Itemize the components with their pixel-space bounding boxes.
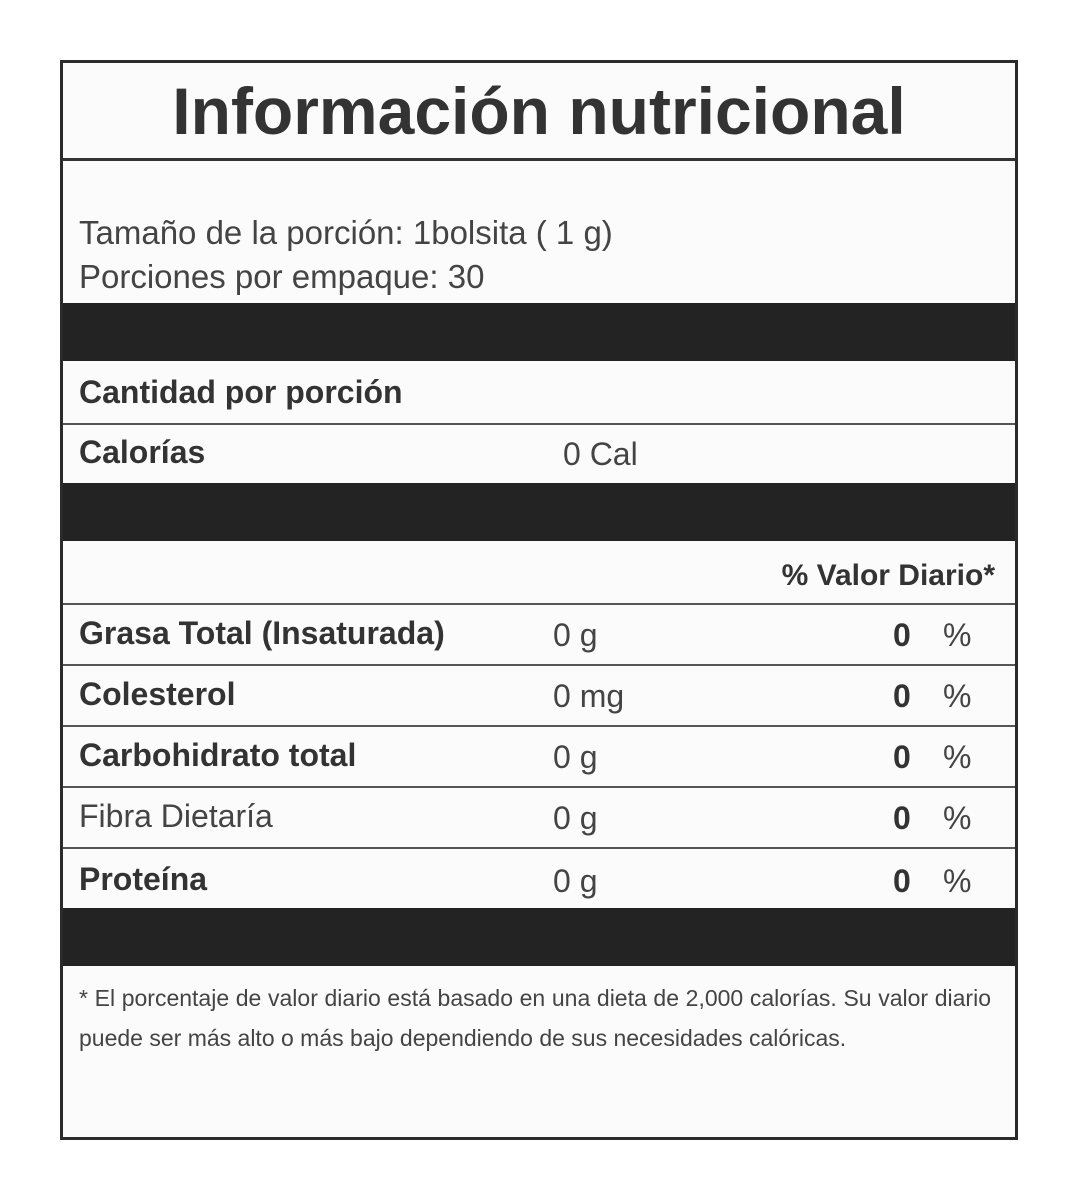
nutrient-name: Colesterol (79, 676, 236, 712)
nutrient-name: Grasa Total (Insaturada) (79, 615, 445, 651)
nutrient-percent: 0 (893, 617, 911, 653)
nutrient-amount: 0 g (553, 617, 598, 653)
daily-value-header-row: % Valor Diario* (63, 543, 1015, 605)
nutrient-row: Grasa Total (Insaturada) 0 g 0% (63, 605, 1015, 666)
nutrient-amount: 0 g (553, 739, 598, 775)
nutrient-amount: 0 mg (553, 678, 625, 714)
divider-bar (63, 303, 1015, 361)
nutrient-name: Carbohidrato total (79, 737, 357, 773)
nutrient-percent: 0 (893, 678, 911, 714)
nutrient-row: Proteína 0 g 0% (63, 849, 1015, 910)
footnote: * El porcentaje de valor diario está bas… (79, 985, 991, 1051)
nutrient-percent: 0 (893, 800, 911, 836)
amount-per-serving: Cantidad por porción (79, 374, 403, 410)
nutrient-row: Carbohidrato total 0 g 0% (63, 727, 1015, 788)
servings-per-container: Porciones por empaque: 30 (79, 258, 485, 295)
calories-label: Calorías (79, 434, 206, 470)
percent-sign: % (943, 800, 972, 836)
nutrient-name: Fibra Dietaría (79, 798, 273, 834)
divider-bar (63, 483, 1015, 541)
serving-info: Tamaño de la porción: 1bolsita ( 1 g) Po… (79, 211, 613, 299)
nutrient-name: Proteína (79, 861, 208, 897)
amount-per-serving-row: Cantidad por porción (63, 363, 1015, 425)
daily-value-header: % Valor Diario* (781, 559, 995, 592)
calories-value: 0 Cal (563, 436, 638, 472)
percent-sign: % (943, 678, 972, 714)
nutrient-percent: 0 (893, 863, 911, 899)
label-title: Información nutricional (63, 63, 1015, 161)
percent-sign: % (943, 617, 972, 653)
nutrition-label: Información nutricional Tamaño de la por… (60, 60, 1018, 1140)
nutrient-row: Colesterol 0 mg 0% (63, 666, 1015, 727)
nutrient-amount: 0 g (553, 800, 598, 836)
nutrient-row: Fibra Dietaría 0 g 0% (63, 788, 1015, 849)
nutrient-amount: 0 g (553, 863, 598, 899)
serving-size: Tamaño de la porción: 1bolsita ( 1 g) (79, 214, 613, 251)
percent-sign: % (943, 863, 972, 899)
divider-bar (63, 908, 1015, 966)
nutrient-percent: 0 (893, 739, 911, 775)
calories-row: Calorías 0 Cal (63, 425, 1015, 483)
percent-sign: % (943, 739, 972, 775)
